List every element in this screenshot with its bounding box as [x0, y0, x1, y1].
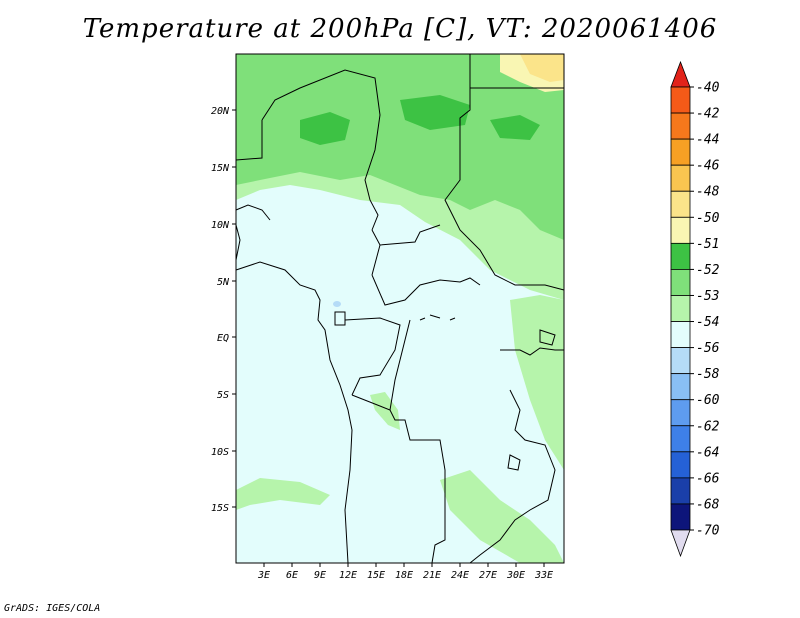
lon-label: 30E: [506, 570, 525, 581]
colorbar-box: [670, 190, 691, 218]
colorbar-box: [670, 138, 691, 166]
lat-label: 5S: [217, 390, 229, 401]
colorbar: -40 -42 -44 -46 -48 -50 -51 -52 -53 -54 -56 -58 -60 -…: [670, 60, 720, 558]
colorbar-bottom-arrow: [670, 529, 691, 558]
colorbar-label: -46: [696, 159, 720, 174]
lat-label: 5N: [217, 277, 230, 288]
colorbar-label: -52: [696, 263, 720, 278]
lon-label: 12E: [339, 570, 357, 581]
field-patch-south-west: [236, 478, 330, 510]
grads-credit: GrADS: IGES/COLA: [4, 603, 101, 614]
colorbar-box: [670, 321, 691, 348]
colorbar-box: [670, 295, 691, 322]
colorbar-box: [670, 86, 691, 114]
colorbar-box: [670, 347, 691, 375]
colorbar-label: -64: [696, 445, 719, 460]
colorbar-label: -66: [696, 471, 720, 486]
colorbar-label: -58: [696, 367, 720, 382]
lon-label: 27E: [479, 570, 497, 581]
lon-label: 24E: [451, 570, 469, 581]
colorbar-box: [670, 242, 691, 270]
colorbar-label: -50: [696, 211, 720, 226]
colorbar-label: -70: [696, 524, 720, 539]
field-band-53: [236, 54, 564, 240]
colorbar-label: -62: [696, 419, 720, 434]
colorbar-box: [670, 399, 691, 427]
lon-label: 3E: [257, 570, 270, 581]
colorbar-box: [670, 216, 691, 244]
colorbar-labels: -40 -42 -44 -46 -48 -50 -51 -52 -53 -54 -56 -58 -60 -…: [690, 81, 720, 539]
colorbar-box: [670, 477, 691, 505]
colorbar-label: -42: [696, 107, 720, 122]
field-patch-south-east: [440, 470, 564, 563]
lat-label: EQ: [217, 333, 229, 344]
lat-label: 10S: [211, 447, 229, 458]
colorbar-box: [670, 503, 691, 531]
lat-label: 20N: [211, 106, 230, 117]
lon-label: 21E: [423, 570, 441, 581]
lat-label: 15N: [211, 163, 230, 174]
colorbar-label: -40: [696, 81, 720, 96]
colorbar-label: -68: [696, 497, 720, 512]
colorbar-label: -53: [696, 289, 719, 304]
map-ticks: [232, 109, 545, 567]
lon-labels: 3E 6E 9E 12E 15E 18E 21E 24E 27E 30E 33E: [257, 570, 553, 581]
colorbar-boxes: [670, 86, 691, 531]
colorbar-top-arrow: [670, 60, 691, 88]
colorbar-box: [670, 425, 691, 453]
field-patch-angola: [370, 392, 400, 430]
lon-label: 18E: [395, 570, 413, 581]
field-patch-east: [510, 295, 564, 470]
colorbar-box: [670, 164, 691, 192]
country-boundaries: [235, 54, 565, 564]
colorbar-label: -48: [696, 185, 720, 200]
colorbar-label: -56: [696, 341, 720, 356]
lon-label: 15E: [367, 570, 385, 581]
colorbar-box: [670, 451, 691, 479]
map-frame: [235, 53, 565, 564]
field-band-50: [520, 54, 564, 82]
colorbar-label: -54: [696, 315, 719, 330]
lat-label: 10N: [211, 220, 230, 231]
map-title: Temperature at 200hPa [C], VT: 202006140…: [82, 14, 718, 44]
lat-labels: 20N 15N 10N 5N EQ 5S 10S 15S: [211, 106, 230, 514]
colorbar-box: [670, 269, 691, 296]
field-cold-spot: [333, 301, 341, 307]
colorbar-label: -44: [696, 133, 719, 148]
field-band-52: [300, 95, 540, 145]
map-panel: 20N 15N 10N 5N EQ 5S 10S 15S 3E 6E 9E 12…: [211, 53, 565, 581]
lon-label: 6E: [286, 570, 298, 581]
colorbar-label: -51: [696, 237, 719, 252]
colorbar-box: [670, 112, 691, 140]
lon-label: 33E: [534, 570, 553, 581]
lon-label: 9E: [314, 570, 326, 581]
lat-label: 15S: [211, 503, 229, 514]
colorbar-label: -60: [696, 393, 720, 408]
colorbar-box: [670, 373, 691, 401]
